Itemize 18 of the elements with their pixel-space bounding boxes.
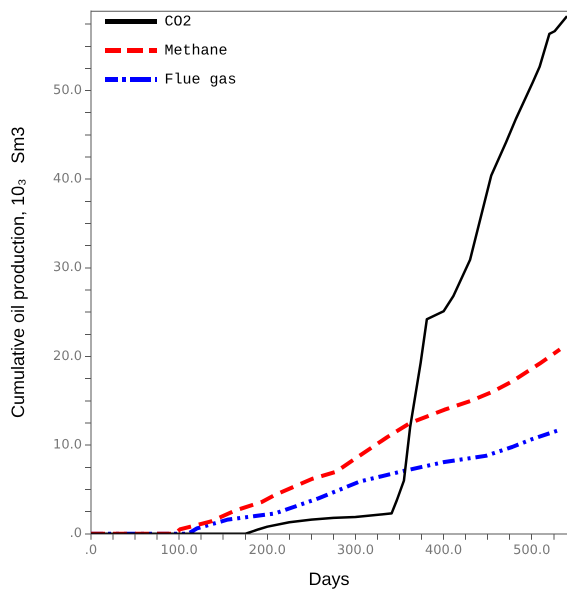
x-tick-label: 500.0: [513, 542, 550, 558]
legend-label: Methane: [164, 42, 228, 60]
x-tick-label: .0: [84, 542, 98, 558]
y-tick-label: 50.0: [53, 82, 82, 98]
y-tick-label: 40.0: [53, 172, 82, 187]
x-axis-title: Days: [308, 569, 350, 590]
y-axis-title: Cumulative oil production, 10₃ Sm3: [8, 126, 28, 418]
y-tick-label: 20.0: [53, 348, 82, 364]
y-tick-label: .0: [70, 526, 82, 542]
y-tick-label: 30.0: [53, 260, 82, 276]
x-tick-label: 200.0: [248, 542, 286, 558]
x-tick-label: 100.0: [160, 542, 198, 558]
x-tick-label: 300.0: [336, 542, 374, 558]
line-series: [91, 347, 562, 534]
y-tick-label: 10.0: [53, 438, 82, 453]
legend-label: CO2: [164, 13, 192, 30]
x-tick-label: 400.0: [424, 542, 462, 558]
legend-label: Flue gas: [164, 71, 237, 88]
